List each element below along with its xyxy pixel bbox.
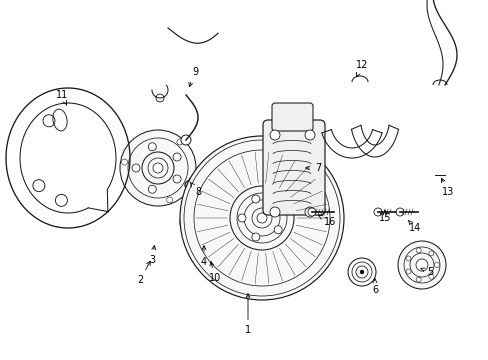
Circle shape [251, 195, 259, 203]
Circle shape [180, 136, 343, 300]
Circle shape [196, 218, 203, 226]
Circle shape [132, 164, 140, 172]
Text: 1: 1 [244, 294, 250, 335]
Circle shape [405, 269, 410, 274]
Circle shape [405, 256, 410, 261]
Circle shape [305, 130, 314, 140]
Circle shape [120, 130, 196, 206]
Text: 5: 5 [420, 267, 432, 277]
Circle shape [307, 208, 315, 216]
Circle shape [397, 241, 445, 289]
Circle shape [238, 214, 245, 222]
Circle shape [373, 208, 381, 216]
Circle shape [173, 175, 181, 183]
Text: 13: 13 [441, 178, 453, 197]
Circle shape [148, 143, 156, 151]
Circle shape [213, 213, 223, 223]
Text: 12: 12 [355, 60, 367, 77]
Text: 11: 11 [56, 90, 68, 105]
Circle shape [177, 139, 183, 145]
Circle shape [269, 130, 280, 140]
Circle shape [347, 258, 375, 286]
Circle shape [395, 208, 403, 216]
Circle shape [434, 262, 439, 267]
Circle shape [122, 159, 127, 165]
Circle shape [173, 153, 181, 161]
Circle shape [153, 163, 163, 173]
Circle shape [181, 135, 191, 145]
Circle shape [359, 270, 363, 274]
Circle shape [415, 259, 427, 271]
FancyBboxPatch shape [263, 120, 325, 215]
Circle shape [166, 197, 172, 203]
Text: 10: 10 [208, 262, 221, 283]
Circle shape [156, 94, 163, 102]
Circle shape [415, 277, 420, 282]
Circle shape [428, 274, 433, 279]
Circle shape [415, 248, 420, 253]
Text: 3: 3 [149, 246, 155, 265]
Circle shape [148, 185, 156, 193]
Text: 6: 6 [371, 279, 377, 295]
Text: 16: 16 [318, 215, 335, 227]
Text: 8: 8 [190, 183, 201, 197]
Circle shape [269, 207, 280, 217]
Text: 7: 7 [305, 163, 321, 173]
Text: 14: 14 [407, 220, 420, 233]
Text: 9: 9 [188, 67, 198, 86]
FancyBboxPatch shape [271, 103, 312, 131]
Text: 4: 4 [201, 246, 206, 267]
Circle shape [251, 233, 259, 241]
Text: 15: 15 [378, 210, 390, 223]
Circle shape [229, 186, 293, 250]
Circle shape [274, 226, 282, 234]
Text: 2: 2 [137, 261, 150, 285]
Circle shape [257, 213, 266, 223]
Circle shape [305, 207, 314, 217]
Circle shape [189, 177, 195, 183]
Circle shape [274, 202, 282, 210]
Circle shape [428, 251, 433, 256]
